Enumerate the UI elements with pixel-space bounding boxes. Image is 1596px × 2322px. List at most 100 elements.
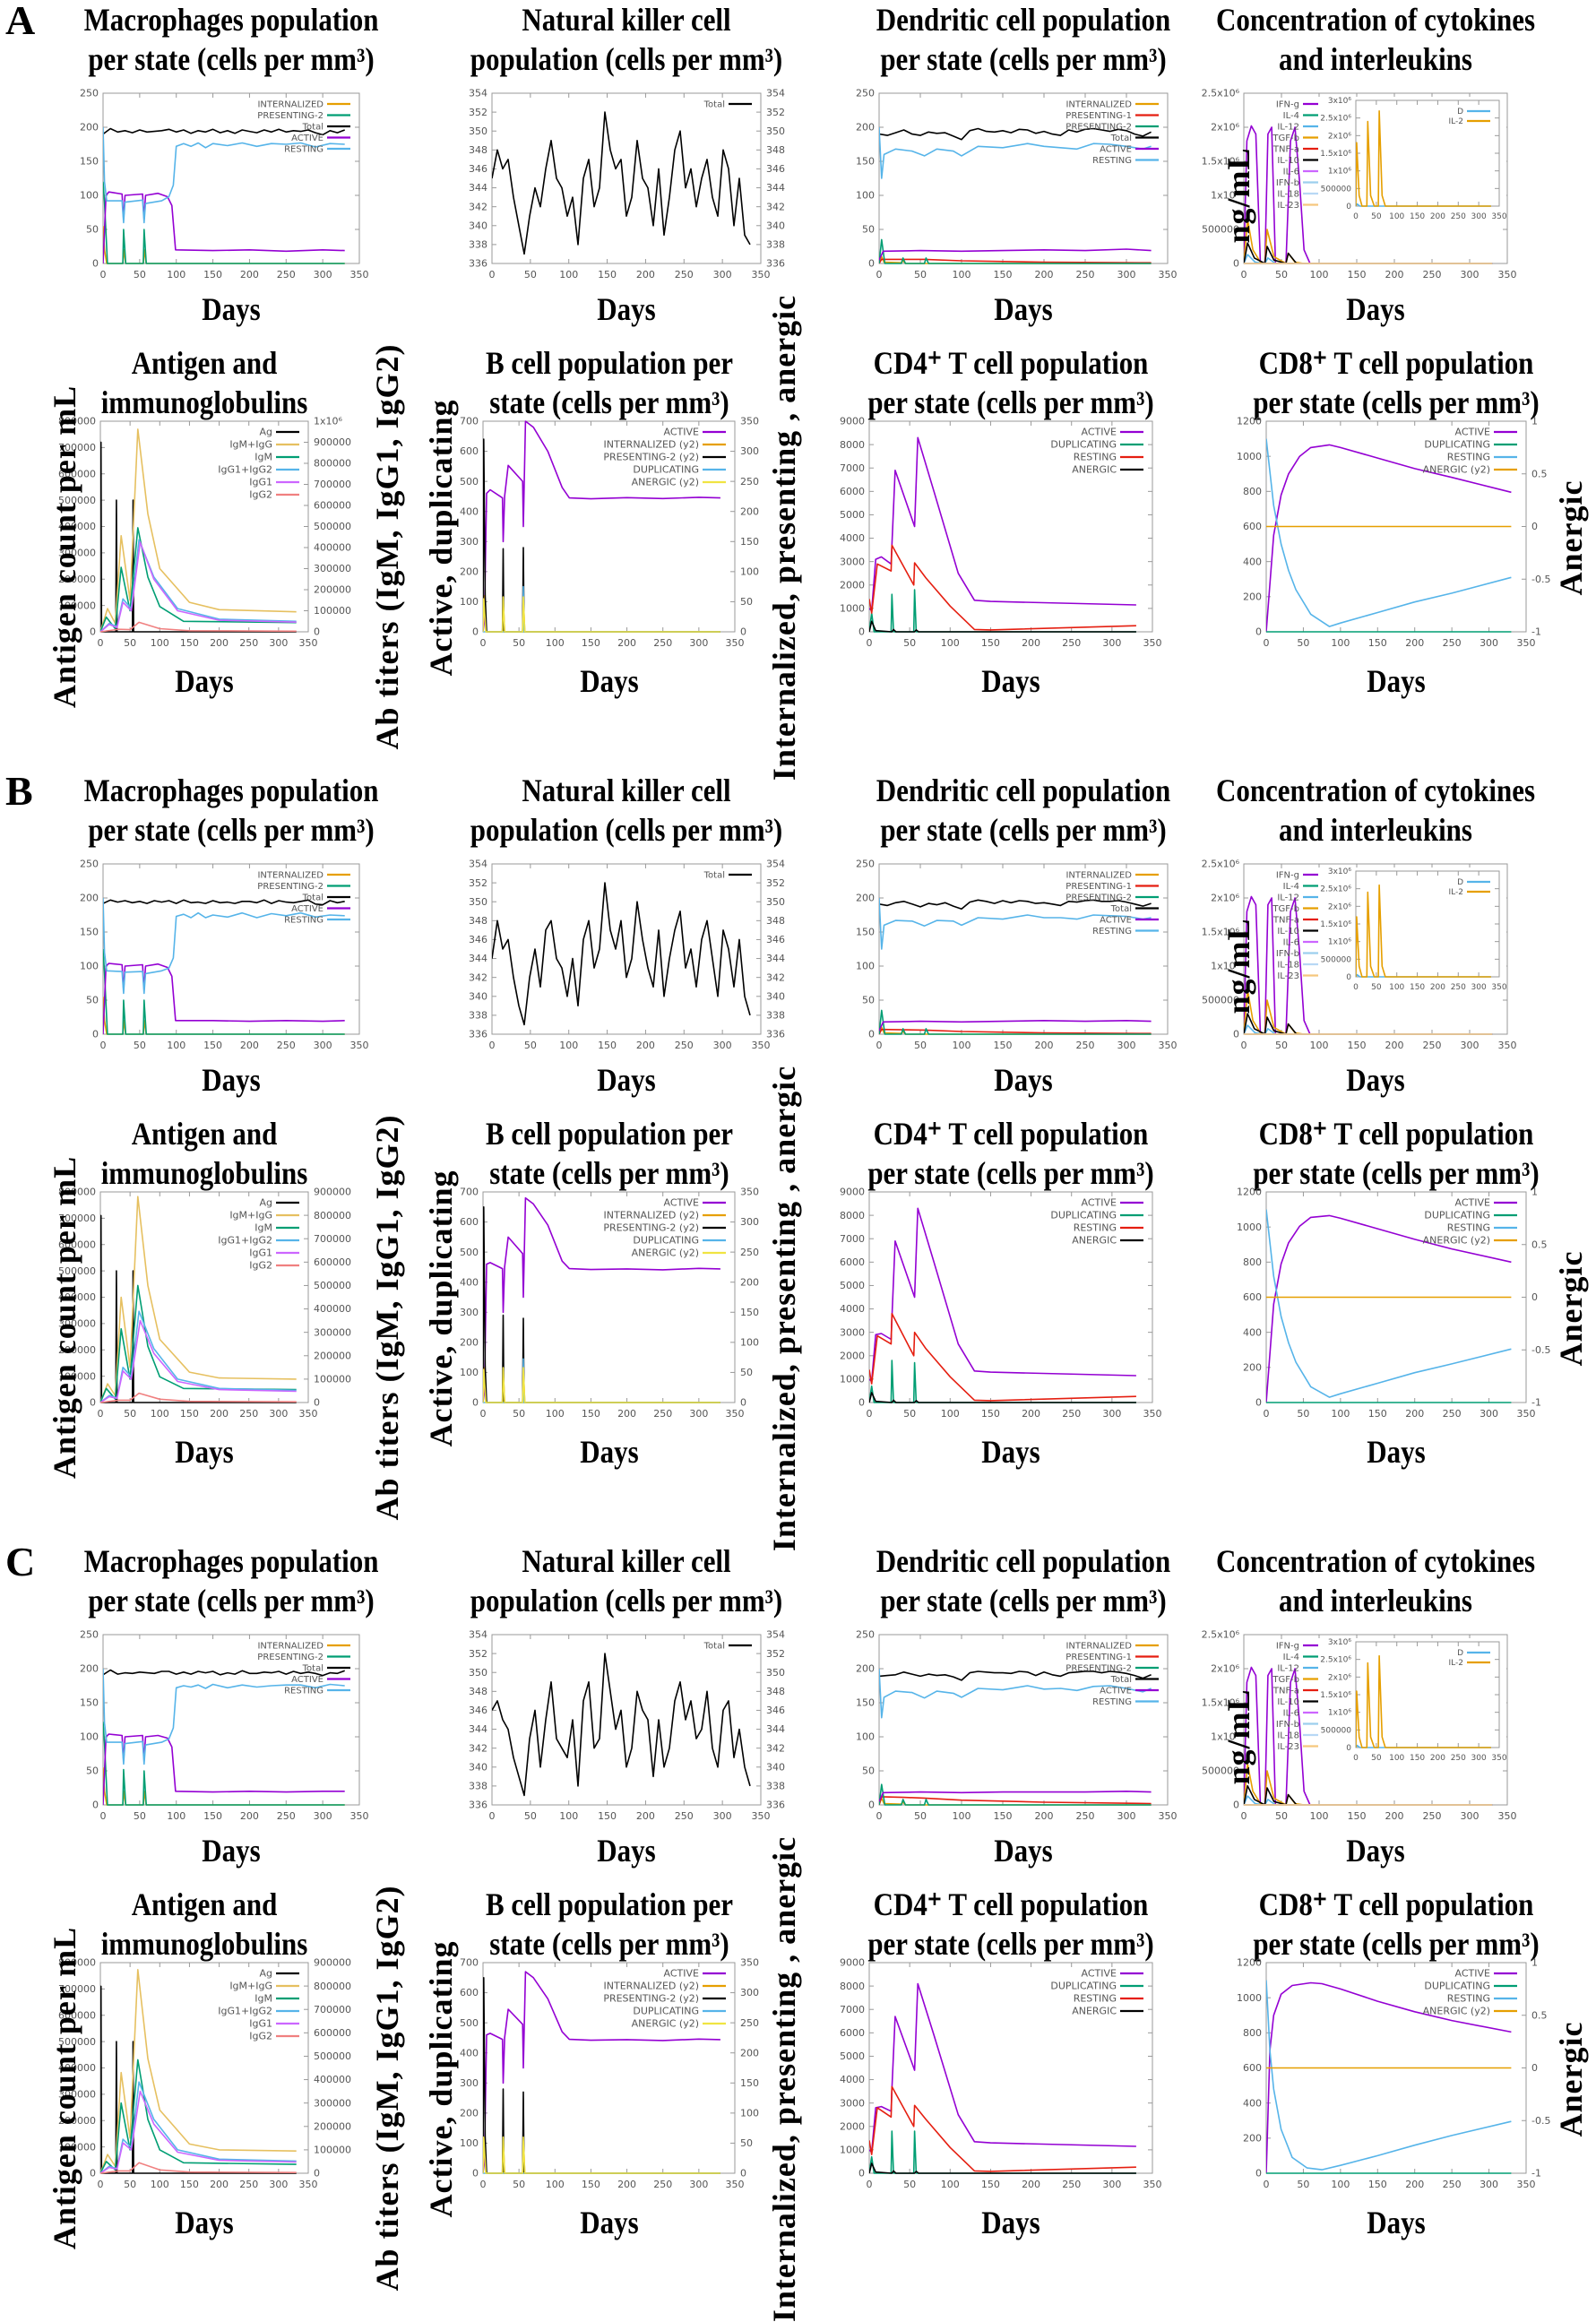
legend-label: IgG2 [249, 2031, 272, 2042]
legend-label: RESTING [1447, 1222, 1490, 1234]
y-tick-label: 600 [460, 1987, 479, 1998]
x-tick-label: 100 [941, 637, 960, 649]
y-tick-label: 400 [460, 2047, 479, 2059]
chart-svg: 0 50 100 150 200 250 300 3500100000200000300000… [58, 416, 351, 649]
x-tick-label: 150 [1410, 1754, 1425, 1763]
series-line-igg1-igg2 [100, 539, 297, 633]
x-tick-label: 0 [480, 2179, 487, 2190]
y-tick-label: 2x10⁶ [1328, 1673, 1352, 1682]
x-tick-label: 50 [1275, 1040, 1288, 1051]
x-tick-label: 50 [134, 1040, 146, 1051]
y-tick-label: 250 [80, 1629, 99, 1641]
y-tick-label: 8000 [840, 439, 865, 451]
y-tick-label: 8000 [840, 1981, 865, 1992]
y2-tick-label: 250 [740, 1247, 759, 1258]
y-tick-label: 1200 [1237, 1187, 1262, 1198]
panel-cd8: CD8⁺ T cell population per state (cells p… [1196, 343, 1595, 738]
chart-title-line: state (cells per mm³) [488, 1926, 729, 1962]
y-tick-label: 7000 [840, 1233, 865, 1245]
chart-title-line: state (cells per mm³) [488, 1155, 729, 1191]
series-line-anergic [869, 620, 1136, 633]
y2-tick-label: 352 [766, 1648, 785, 1660]
chart-title: Natural killer cell population (cells per… [445, 1541, 807, 1620]
chart-svg: 0 50 100 150 200 250 300 350 0 50 100 150 200 250 INTE… [856, 859, 1178, 1051]
y-tick-label: 100000 [58, 2141, 96, 2153]
x-tick-label: 350 [1491, 212, 1506, 221]
legend-label: ACTIVE [1100, 144, 1132, 154]
chart-title-line: CD4⁺ T cell population [873, 345, 1149, 381]
y2-axis-label: Anergic [1553, 479, 1589, 596]
panel-nk: Natural killer cell population (cells per… [399, 771, 798, 1165]
y2-tick-label: 0 [740, 1397, 746, 1409]
y-tick-label: 300000 [58, 2089, 96, 2101]
x-axis-label: Days [1346, 291, 1405, 327]
y2-tick-label: 200000 [314, 584, 351, 596]
legend-label: PRESENTING-2 [1065, 893, 1132, 902]
chart-title-line: Natural killer cell [522, 773, 731, 808]
y-tick-label: 100000 [58, 600, 96, 611]
legend-label: Total [1110, 904, 1132, 914]
x-tick-label: 0 [1264, 1408, 1270, 1420]
y-tick-label: 100 [80, 190, 99, 202]
y-tick-label: 300 [460, 2077, 479, 2089]
y-tick-label: 1200 [1237, 1957, 1262, 1969]
y-tick-label: 300 [460, 1307, 479, 1318]
panel-cytokines: Concentration of cytokines and interleuki… [1196, 0, 1595, 394]
x-tick-label: 200 [1385, 1040, 1404, 1051]
y-tick-label: 2.5x10⁶ [1202, 1629, 1240, 1641]
y-tick-label: 50 [86, 224, 99, 236]
legend-label: IgM [254, 1993, 272, 2005]
x-tick-label: 150 [994, 1810, 1013, 1822]
y-tick-label: 344 [469, 182, 487, 194]
x-tick-label: 350 [1517, 637, 1536, 649]
y2-tick-label: 150 [740, 1307, 759, 1318]
series-line-duplicating [483, 585, 720, 633]
y-tick-label: 200 [460, 1337, 479, 1349]
series-line-total [103, 899, 345, 906]
series-line-resting [103, 1668, 345, 1765]
series-line-total [879, 1670, 1152, 1681]
legend-label: IgG1 [249, 2018, 272, 2030]
y2-tick-label: 354 [766, 1629, 785, 1641]
series-line-igg1 [100, 2090, 297, 2174]
chart-title: Concentration of cytokines and interleuki… [1195, 771, 1557, 850]
y-tick-label: 0 [90, 2168, 96, 2180]
x-tick-label: 50 [914, 1040, 927, 1051]
y-tick-label: 338 [469, 1010, 487, 1022]
chart-title: B cell population per state (cells per mm… [427, 343, 789, 422]
legend-label: IgG2 [249, 1260, 272, 1272]
x-tick-label: 250 [1076, 1040, 1095, 1051]
series-line-active [483, 420, 720, 633]
y-tick-label: 200 [460, 566, 479, 578]
x-tick-label: 50 [1297, 1408, 1309, 1420]
y2-tick-label: 354 [766, 859, 785, 870]
y2-tick-label: 800000 [314, 458, 351, 470]
legend-label: IFN-g [1276, 1641, 1299, 1651]
legend-label: PRESENTING-2 [1065, 1663, 1132, 1673]
legend-label: Total [302, 122, 324, 132]
x-tick-label: 0 [98, 637, 104, 649]
y2-tick-label: 50 [740, 1367, 753, 1378]
panel-nk: Natural killer cell population (cells per… [399, 1541, 798, 1936]
x-tick-label: 150 [1410, 212, 1425, 221]
y-tick-label: 2.5x10⁶ [1320, 115, 1351, 124]
y-axis-label: ng/mL [1221, 918, 1256, 1014]
y2-tick-label: 400000 [314, 1303, 351, 1315]
y-tick-label: 1x10⁶ [1211, 961, 1240, 972]
x-tick-label: 200 [1430, 212, 1445, 221]
legend-label: ACTIVE [664, 1968, 700, 1980]
y-tick-label: 2x10⁶ [1328, 132, 1352, 141]
y-axis-label: Antigen count per mL [47, 1155, 82, 1480]
legend-label: DUPLICATING [633, 1235, 699, 1247]
panel-dendritic: Dendritic cell population per state (cell… [798, 1541, 1196, 1936]
x-tick-label: 100 [1310, 269, 1329, 281]
x-tick-label: 350 [1498, 269, 1517, 281]
y2-tick-label: 348 [766, 1686, 785, 1697]
series-line-total [103, 1669, 345, 1677]
x-tick-label: 50 [524, 1040, 537, 1051]
x-tick-label: 200 [210, 1408, 229, 1420]
x-tick-label: 100 [953, 1810, 971, 1822]
y2-tick-label: 336 [766, 258, 785, 270]
y2-tick-label: 0 [314, 1397, 320, 1409]
y-tick-label: 200 [80, 122, 99, 134]
